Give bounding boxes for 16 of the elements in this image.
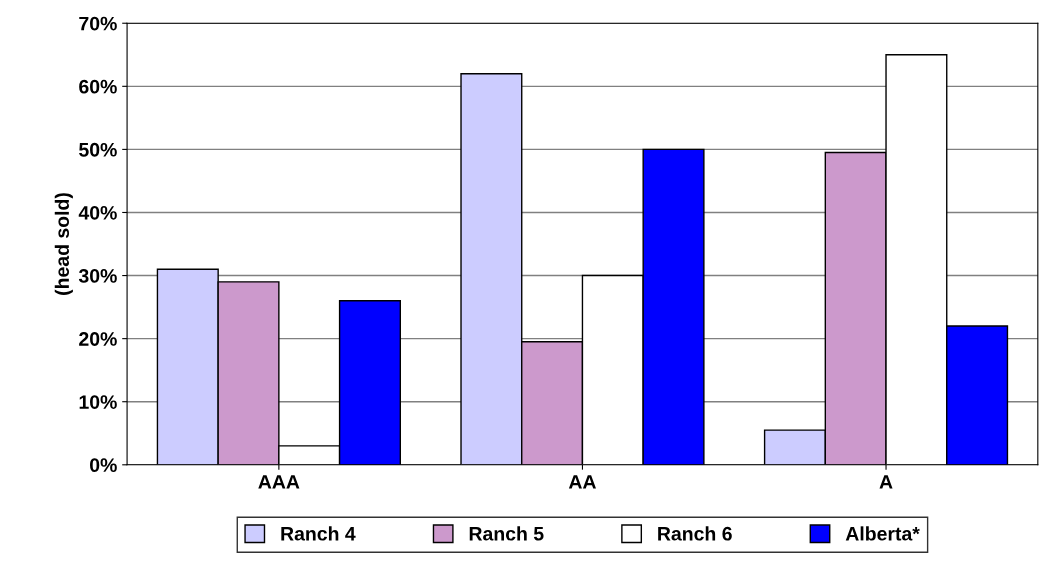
y-tick-label: 50% <box>79 142 117 157</box>
x-tick-label: AAA <box>258 475 300 489</box>
legend-label: Ranch 4 <box>281 526 356 541</box>
legend-label: Alberta* <box>845 526 920 541</box>
y-tick-label: 30% <box>78 269 117 283</box>
y-axis-title: (head sold) <box>54 193 73 295</box>
y-tick-label: 60% <box>79 79 117 94</box>
y-tick-label: 70% <box>79 16 117 31</box>
y-tick-label: 20% <box>79 332 117 346</box>
y-tick-label: 0% <box>90 458 117 473</box>
x-tick-label: A <box>879 475 893 489</box>
legend-label: Ranch 6 <box>658 526 732 541</box>
y-tick-label: 10% <box>79 395 117 409</box>
y-tick-label: 40% <box>78 205 117 220</box>
legend-label: Ranch 5 <box>469 526 544 541</box>
x-tick-label: AA <box>568 475 596 489</box>
